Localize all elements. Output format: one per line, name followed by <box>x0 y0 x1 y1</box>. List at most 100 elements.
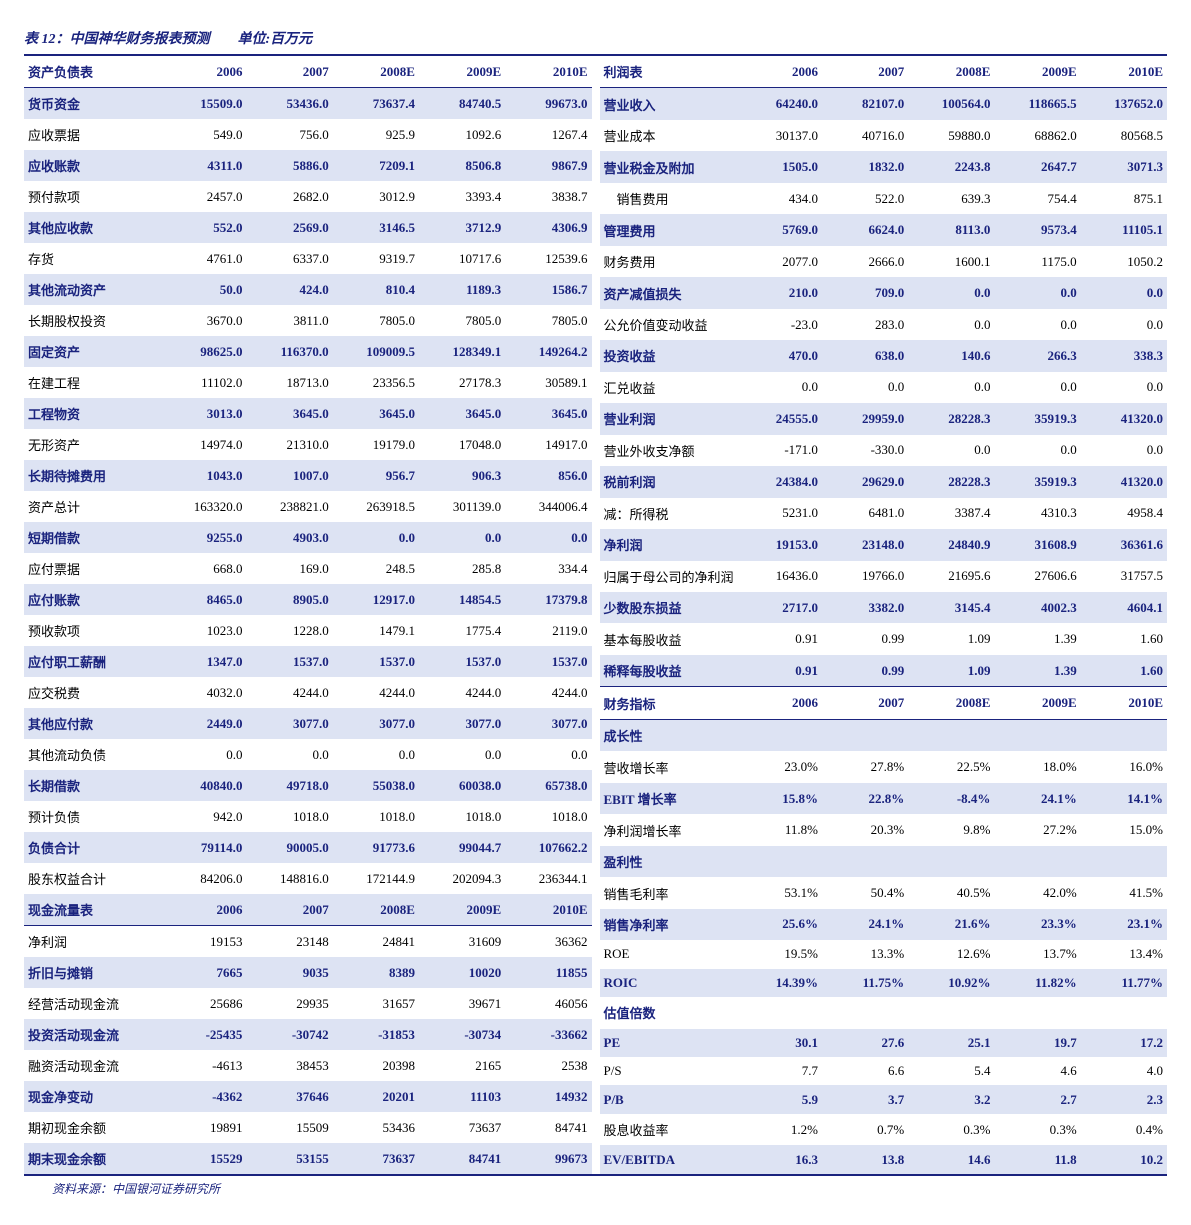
cell-value: 1092.6 <box>419 119 505 150</box>
cell-value: -25435 <box>160 1019 246 1050</box>
cell-value: 27.6 <box>822 1029 908 1057</box>
row-label: 其他应收款 <box>24 212 160 243</box>
cell-value: 4306.9 <box>505 212 591 243</box>
cell-value: 60038.0 <box>419 770 505 801</box>
cell-value: 6481.0 <box>822 498 908 529</box>
cell-value: 639.3 <box>908 183 994 214</box>
cell-value: 0.0 <box>908 372 994 403</box>
cell-value: 46056 <box>505 988 591 1019</box>
section-header: 财务指标200620072008E2009E2010E <box>600 687 1168 719</box>
cell-value: 18713.0 <box>246 367 332 398</box>
row-label: 资产减值损失 <box>600 277 736 308</box>
header-label: 财务指标 <box>600 687 736 719</box>
row-label: P/S <box>600 1057 736 1085</box>
header-label: 资产负债表 <box>24 56 160 88</box>
row-label: 货币资金 <box>24 88 160 120</box>
sub-header: 盈利性 <box>600 846 1168 877</box>
cell-value: 0.91 <box>736 655 822 687</box>
cell-value: 3670.0 <box>160 305 246 336</box>
cell-value: 59880.0 <box>908 120 994 151</box>
cell-value: 22.8% <box>822 783 908 814</box>
cell-value: 31757.5 <box>1081 561 1167 592</box>
cell-value: -23.0 <box>736 309 822 340</box>
table-row: 营业收入64240.082107.0100564.0118665.5137652… <box>600 88 1168 120</box>
cell-value: 15.8% <box>736 783 822 814</box>
cell-value: 875.1 <box>1081 183 1167 214</box>
table-row: 营业成本30137.040716.059880.068862.080568.5 <box>600 120 1168 151</box>
cell-value: 11.77% <box>1081 969 1167 997</box>
year-col: 2010E <box>505 56 591 88</box>
row-label: 固定资产 <box>24 336 160 367</box>
cell-value: 0.0 <box>736 372 822 403</box>
year-col: 2007 <box>822 687 908 719</box>
cell-value: 1775.4 <box>419 615 505 646</box>
cell-value: 84740.5 <box>419 88 505 120</box>
cell-value: 668.0 <box>160 553 246 584</box>
cell-value: 7805.0 <box>505 305 591 336</box>
cell-value: 24840.9 <box>908 529 994 560</box>
table-row: 现金净变动-436237646202011110314932 <box>24 1081 592 1112</box>
table-row: 净利润19153.023148.024840.931608.936361.6 <box>600 529 1168 560</box>
cell-value: 10717.6 <box>419 243 505 274</box>
cell-value: 17048.0 <box>419 429 505 460</box>
row-label: 销售毛利率 <box>600 877 736 908</box>
cell-value: 4002.3 <box>994 592 1080 623</box>
cell-value: 4032.0 <box>160 677 246 708</box>
cell-value: 16436.0 <box>736 561 822 592</box>
cell-value: 4310.3 <box>994 498 1080 529</box>
table-row: 销售净利率25.6%24.1%21.6%23.3%23.1% <box>600 909 1168 940</box>
row-label: 其他应付款 <box>24 708 160 739</box>
cell-value: 23.3% <box>994 909 1080 940</box>
cell-value: 1.2% <box>736 1114 822 1145</box>
table-row: 稀释每股收益0.910.991.091.391.60 <box>600 655 1168 687</box>
cell-value: 19153 <box>160 926 246 958</box>
table-row: 营收增长率23.0%27.8%22.5%18.0%16.0% <box>600 751 1168 782</box>
cell-value: 7.7 <box>736 1057 822 1085</box>
cell-value: 0.0 <box>1081 372 1167 403</box>
cell-value: 53436 <box>333 1112 419 1143</box>
cell-value: 23148 <box>246 926 332 958</box>
table-row: 存货4761.06337.09319.710717.612539.6 <box>24 243 592 274</box>
cell-value: 37646 <box>246 1081 332 1112</box>
row-label: 汇兑收益 <box>600 372 736 403</box>
row-label: 归属于母公司的净利润 <box>600 561 736 592</box>
section-header: 现金流量表200620072008E2009E2010E <box>24 894 592 926</box>
cell-value: 40840.0 <box>160 770 246 801</box>
cell-value: 16.3 <box>736 1145 822 1174</box>
table-row: 应收账款4311.05886.07209.18506.89867.9 <box>24 150 592 181</box>
row-label: 基本每股收益 <box>600 623 736 654</box>
cell-value: 13.7% <box>994 940 1080 968</box>
cell-value: 0.99 <box>822 623 908 654</box>
cell-value: 4903.0 <box>246 522 332 553</box>
cell-value: 1537.0 <box>419 646 505 677</box>
cell-value: 25686 <box>160 988 246 1019</box>
cell-value: 31609 <box>419 926 505 958</box>
table-title: 表 12：中国神华财务报表预测 单位:百万元 <box>24 28 1167 48</box>
row-label: 资产总计 <box>24 491 160 522</box>
cell-value: 7805.0 <box>333 305 419 336</box>
cell-value: 53.1% <box>736 877 822 908</box>
cell-value: 2077.0 <box>736 246 822 277</box>
cell-value: 925.9 <box>333 119 419 150</box>
year-col: 2010E <box>1081 687 1167 719</box>
year-col: 2008E <box>908 687 994 719</box>
cell-value: 0.3% <box>908 1114 994 1145</box>
row-label: ROE <box>600 940 736 968</box>
cell-value: -33662 <box>505 1019 591 1050</box>
cell-value: 128349.1 <box>419 336 505 367</box>
table-row: 资产减值损失210.0709.00.00.00.0 <box>600 277 1168 308</box>
year-col: 2007 <box>246 56 332 88</box>
cell-value: 2666.0 <box>822 246 908 277</box>
row-label: 其他流动资产 <box>24 274 160 305</box>
table-row: 管理费用5769.06624.08113.09573.411105.1 <box>600 214 1168 245</box>
cell-value: 40716.0 <box>822 120 908 151</box>
cell-value: 344006.4 <box>505 491 591 522</box>
cell-value: 116370.0 <box>246 336 332 367</box>
cell-value: 73637.4 <box>333 88 419 120</box>
cell-value: 13.3% <box>822 940 908 968</box>
cell-value: 12917.0 <box>333 584 419 615</box>
cell-value: 1.60 <box>1081 623 1167 654</box>
row-label: 无形资产 <box>24 429 160 460</box>
cell-value: 23.0% <box>736 751 822 782</box>
row-label: 期初现金余额 <box>24 1112 160 1143</box>
